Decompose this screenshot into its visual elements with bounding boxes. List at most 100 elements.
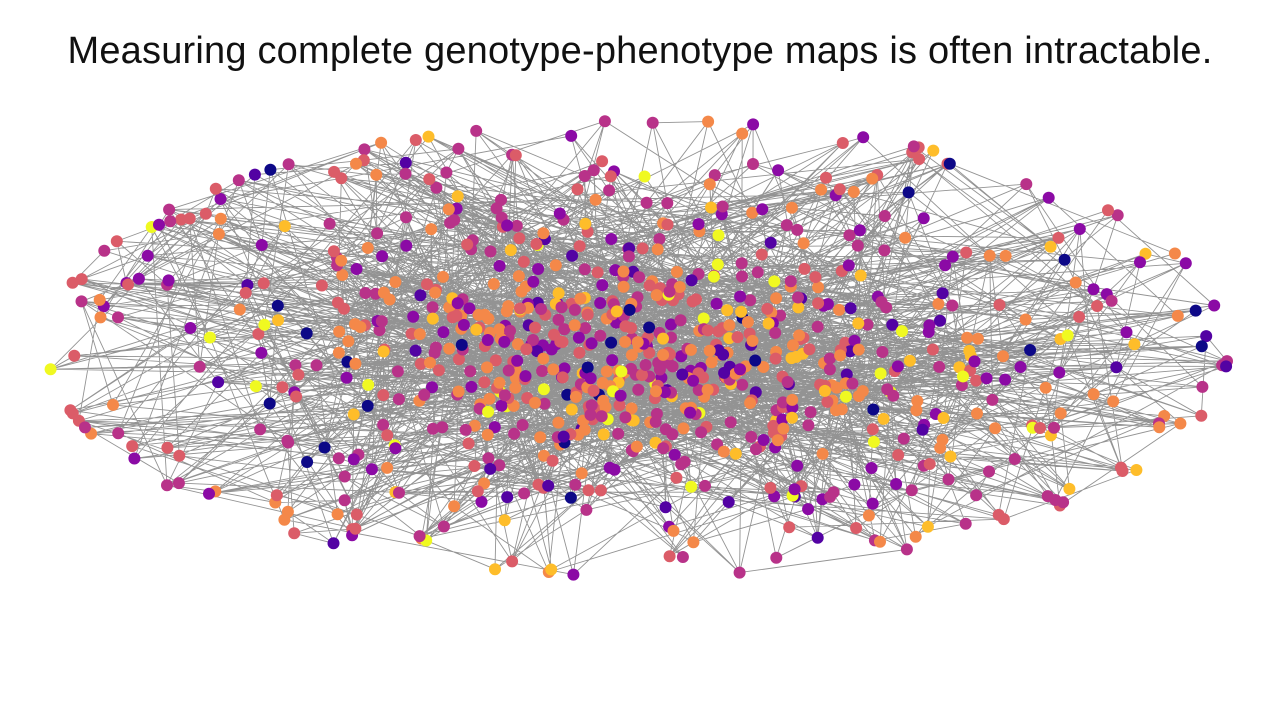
network-node: [783, 521, 796, 534]
network-node: [400, 239, 413, 252]
network-node: [997, 350, 1009, 363]
network-node: [781, 376, 794, 388]
network-node: [619, 411, 632, 424]
network-node: [465, 380, 478, 393]
network-node: [687, 374, 700, 387]
network-node: [437, 326, 450, 339]
network-node: [493, 260, 506, 272]
network-node: [617, 265, 630, 278]
network-node: [815, 183, 828, 196]
network-node: [452, 385, 465, 398]
network-node: [161, 441, 174, 454]
network-node: [670, 471, 683, 484]
network-node: [699, 479, 711, 492]
network-node: [685, 480, 698, 493]
network-node: [509, 149, 522, 162]
network-node: [579, 322, 592, 335]
network-node: [509, 372, 522, 385]
network-node: [992, 508, 1005, 521]
network-node: [596, 376, 609, 389]
network-node: [761, 302, 774, 315]
network-node: [1053, 366, 1066, 379]
network-node: [66, 276, 79, 289]
network-node: [878, 210, 891, 222]
network-edge-paths: [50, 120, 1228, 576]
network-node: [535, 303, 547, 315]
network-node: [112, 311, 124, 324]
network-node: [876, 346, 889, 358]
network-node: [1034, 422, 1046, 434]
network-node: [843, 229, 856, 242]
network-node: [335, 254, 348, 267]
network-node: [612, 427, 625, 440]
network-node: [482, 405, 495, 418]
network-node: [184, 322, 197, 334]
network-node: [495, 193, 507, 206]
network-node: [519, 370, 532, 383]
network-node: [377, 418, 390, 431]
network-node: [515, 285, 528, 298]
network-node: [1153, 421, 1166, 434]
network-node: [448, 214, 461, 226]
network-node: [161, 479, 173, 492]
network-node: [107, 398, 119, 411]
network-node: [347, 408, 360, 421]
network-node: [552, 416, 565, 429]
network-node: [608, 463, 621, 476]
network-node: [75, 273, 88, 286]
network-node: [746, 334, 759, 347]
network-node: [787, 339, 799, 352]
network-node: [571, 183, 584, 196]
network-node: [705, 201, 718, 214]
network-node: [549, 259, 562, 272]
network-node: [970, 374, 983, 387]
network-node: [489, 354, 502, 367]
network-node: [141, 249, 154, 262]
network-node: [603, 184, 616, 197]
network-node: [989, 422, 1002, 435]
network-node: [212, 228, 225, 240]
network-node: [986, 393, 999, 406]
network-node: [934, 314, 946, 327]
network-node: [840, 368, 853, 381]
network-node: [798, 262, 811, 275]
network-node: [711, 258, 724, 271]
network-node: [702, 115, 715, 128]
network-node: [721, 304, 734, 317]
network-node: [527, 275, 540, 288]
network-node: [381, 461, 394, 474]
network-node: [581, 361, 594, 374]
network-node: [470, 323, 483, 336]
network-node: [1120, 326, 1133, 339]
network-node: [516, 419, 529, 431]
network-node: [342, 335, 355, 348]
network-node: [333, 325, 346, 338]
network-node: [553, 207, 566, 220]
network-node: [482, 452, 495, 465]
network-node: [638, 170, 651, 183]
network-node: [769, 326, 782, 339]
network-node: [623, 303, 636, 316]
network-node: [349, 522, 362, 535]
network-node: [529, 321, 541, 334]
network-node: [911, 395, 924, 407]
network-node: [957, 370, 969, 383]
network-node: [993, 298, 1006, 311]
network-node: [961, 331, 974, 344]
network-node: [498, 514, 511, 527]
network-node: [594, 329, 607, 342]
network-node: [821, 395, 834, 408]
network-node: [703, 344, 716, 357]
network-node: [489, 563, 501, 576]
network-node: [1014, 361, 1027, 373]
network-node: [764, 236, 777, 249]
network-node: [255, 346, 268, 359]
network-node: [501, 491, 514, 504]
network-node: [776, 413, 789, 426]
network-node: [921, 520, 934, 533]
network-node: [1107, 395, 1120, 408]
network-node: [578, 263, 591, 276]
network-node: [692, 384, 705, 396]
network-node: [658, 386, 671, 399]
network-node: [1008, 453, 1021, 465]
